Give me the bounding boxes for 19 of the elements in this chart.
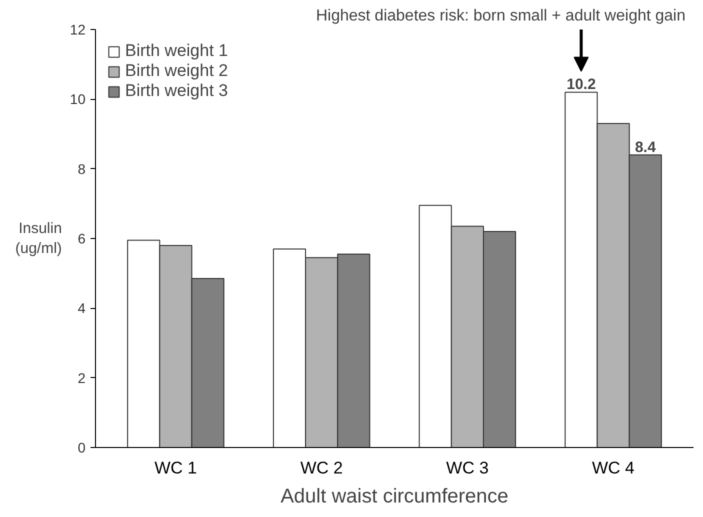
x-tick-label: WC 4 xyxy=(592,458,635,478)
legend-label: Birth weight 2 xyxy=(125,61,228,81)
legend-label: Birth weight 3 xyxy=(125,81,228,101)
y-axis-title: Insulin (ug/ml) xyxy=(15,220,62,258)
y-tick-label: 6 xyxy=(78,230,86,246)
legend-label: Birth weight 1 xyxy=(125,41,228,61)
x-axis-title: Adult waist circumference xyxy=(280,486,508,508)
y-tick-label: 0 xyxy=(78,440,86,456)
y-tick-label: 10 xyxy=(70,91,86,108)
y-tick-label: 8 xyxy=(78,160,86,177)
text: Highest diabetes risk: born small + adult weight gain xyxy=(316,8,686,24)
x-tick-label: WC 2 xyxy=(300,458,343,478)
data-label: 8.4 xyxy=(634,138,656,156)
y-tick-label: 2 xyxy=(78,370,86,386)
y-tick-label: 12 xyxy=(70,22,86,38)
x-tick-label: WC 3 xyxy=(446,458,489,478)
x-tick-label: WC 1 xyxy=(154,458,197,478)
data-label: 10.2 xyxy=(566,76,596,94)
y-tick-label: 4 xyxy=(78,300,86,316)
